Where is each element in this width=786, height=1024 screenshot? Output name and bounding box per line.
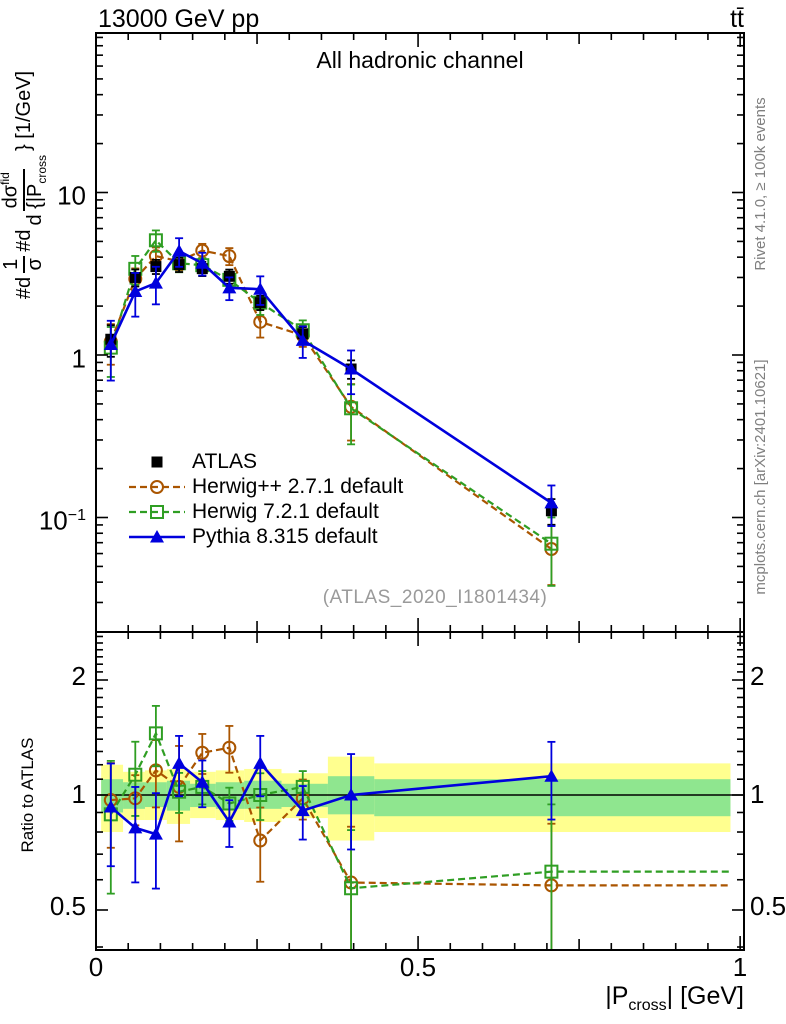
filled-triangle-legend-marker-icon [128, 526, 186, 548]
axes-frame [95, 32, 745, 951]
process-title: tt̄ [730, 5, 744, 33]
legend-item-atlas: ATLAS [128, 449, 403, 474]
rivet-version-credit: Rivet 4.1.0, ≥ 100k events [752, 97, 769, 271]
open-square-legend-marker-icon [128, 501, 186, 523]
atlas-uncertainty-bands [96, 756, 744, 841]
ylabel-part: } [1/GeV] [12, 70, 35, 151]
ratio-tick-left-2: 2 [71, 661, 86, 691]
ytick-label-10: 10 [57, 180, 86, 211]
ytick-label-0p1: 10−1 [38, 505, 86, 536]
xtick-label-0: 0 [88, 952, 104, 982]
x-axis-title: |Pcross| [GeV] [605, 982, 744, 1014]
legend-label: Herwig 7.2.1 default [192, 499, 379, 523]
legend-label: ATLAS [192, 449, 257, 473]
legend: ATLAS Herwig++ 2.7.1 default Herwig 7.2.1 … [128, 449, 403, 549]
ytick-label-1: 1 [71, 343, 86, 374]
analysis-id-watermark: (ATLAS_2020_I1801434) [322, 587, 548, 608]
filled-square-legend-marker-icon [128, 451, 186, 473]
ratio-axis-title: Ratio to ATLAS [18, 737, 37, 853]
open-circle-legend-marker-icon [128, 476, 186, 498]
ylabel-fraction-1: 1 σ [0, 255, 46, 273]
ylabel-part: #d [12, 276, 35, 300]
ylabel-part: #d [12, 229, 35, 252]
legend-label: Herwig++ 2.7.1 default [192, 474, 404, 498]
xtick-label-1: 1 [732, 952, 748, 982]
mcplots-credit: mcplots.cern.ch [arXiv:2401.10621] [752, 359, 769, 595]
ratio-tick-left-1: 1 [71, 779, 86, 809]
legend-item-herwigpp: Herwig++ 2.7.1 default [128, 474, 403, 499]
ratio-panel-series [103, 704, 731, 950]
legend-label: Pythia 8.315 default [192, 524, 378, 548]
legend-item-pythia: Pythia 8.315 default [128, 524, 403, 549]
channel-title: All hadronic channel [316, 47, 524, 73]
ratio-tick-left-0p5: 0.5 [49, 891, 86, 921]
legend-item-herwig7: Herwig 7.2.1 default [128, 499, 403, 524]
ratio-tick-right-2: 2 [750, 661, 765, 691]
ratio-tick-right-0p5: 0.5 [750, 891, 786, 921]
main-panel-series [103, 229, 559, 587]
beam-energy-title: 13000 GeV pp [98, 5, 260, 33]
xtick-label-0p5: 0.5 [399, 952, 437, 982]
ratio-tick-right-1: 1 [750, 779, 765, 809]
